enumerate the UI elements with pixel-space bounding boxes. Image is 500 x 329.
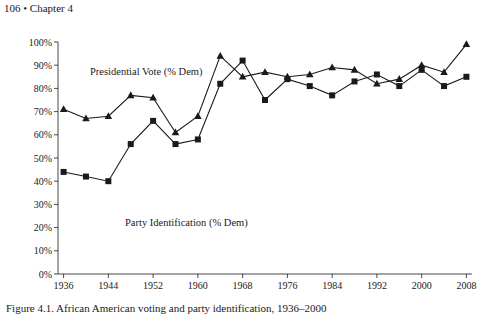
caption: Figure 4.1. African American voting and … (6, 302, 327, 314)
data-point (441, 83, 447, 89)
data-point (284, 76, 290, 82)
x-tick (153, 274, 154, 278)
x-tick (108, 274, 109, 278)
y-tick-label: 100% (29, 37, 52, 48)
y-tick-label: 60% (34, 129, 52, 140)
y-tick-label: 20% (34, 222, 52, 233)
data-point (172, 128, 180, 135)
series-line (64, 61, 467, 182)
x-tick (242, 274, 243, 278)
y-tick-label: 70% (34, 106, 52, 117)
y-tick (54, 227, 58, 228)
data-point (82, 115, 90, 122)
x-tick-label: 1952 (143, 280, 163, 291)
data-point (306, 70, 314, 77)
page-header: 106 • Chapter 4 (4, 2, 73, 14)
data-point (463, 40, 471, 47)
data-point (352, 78, 358, 84)
y-tick (54, 42, 58, 43)
data-point (150, 118, 156, 124)
data-point (194, 112, 202, 119)
y-tick (54, 111, 58, 112)
x-tick (466, 274, 467, 278)
data-point (127, 91, 135, 98)
data-point (440, 68, 448, 75)
data-point (217, 81, 223, 87)
y-tick (54, 158, 58, 159)
data-point (60, 105, 68, 112)
y-tick-label: 10% (34, 245, 52, 256)
x-tick (197, 274, 198, 278)
x-tick-label: 1944 (98, 280, 118, 291)
data-point (105, 178, 111, 184)
y-tick (54, 181, 58, 182)
x-tick-label: 2008 (456, 280, 476, 291)
data-point (216, 52, 224, 59)
x-tick-label: 1992 (367, 280, 387, 291)
series-label: Party Identification (% Dem) (125, 217, 248, 229)
y-tick (54, 204, 58, 205)
data-point (395, 75, 403, 82)
y-tick (54, 250, 58, 251)
x-axis (58, 274, 472, 275)
x-tick (332, 274, 333, 278)
x-tick-label: 1968 (233, 280, 253, 291)
series-line (64, 44, 467, 132)
x-tick-label: 1960 (188, 280, 208, 291)
y-tick-label: 30% (34, 199, 52, 210)
data-point (128, 141, 134, 147)
data-point (261, 68, 269, 75)
data-point (328, 64, 336, 71)
y-tick-label: 90% (34, 60, 52, 71)
data-point (307, 83, 313, 89)
data-point (396, 83, 402, 89)
data-point (172, 141, 178, 147)
y-tick (54, 65, 58, 66)
data-point (105, 112, 113, 119)
y-tick-label: 80% (34, 83, 52, 94)
series-label: Presidential Vote (% Dem) (90, 66, 203, 78)
data-point (329, 92, 335, 98)
data-point (463, 74, 469, 80)
data-point (61, 169, 67, 175)
data-point (195, 136, 201, 142)
y-tick-label: 40% (34, 176, 52, 187)
y-tick (54, 88, 58, 89)
data-point (351, 66, 359, 73)
x-tick-label: 1984 (322, 280, 342, 291)
y-tick (54, 134, 58, 135)
x-tick (376, 274, 377, 278)
data-point (83, 174, 89, 180)
y-tick (54, 274, 58, 275)
plot-area (60, 40, 470, 184)
data-point (374, 71, 380, 77)
data-point (149, 94, 157, 101)
x-tick-label: 1976 (277, 280, 297, 291)
data-point (239, 73, 247, 80)
y-tick-label: 50% (34, 153, 52, 164)
x-tick (421, 274, 422, 278)
data-point (240, 58, 246, 64)
x-tick (63, 274, 64, 278)
x-tick (287, 274, 288, 278)
y-tick-label: 0% (39, 269, 52, 280)
data-point (419, 67, 425, 73)
chart-svg: 106 • Chapter 4 0% 10% 20% 30% 40% 50% 60% 70% 80… (0, 0, 500, 329)
x-tick-label: 1936 (54, 280, 74, 291)
data-point (262, 97, 268, 103)
data-point (373, 80, 381, 87)
x-tick-label: 2000 (412, 280, 432, 291)
